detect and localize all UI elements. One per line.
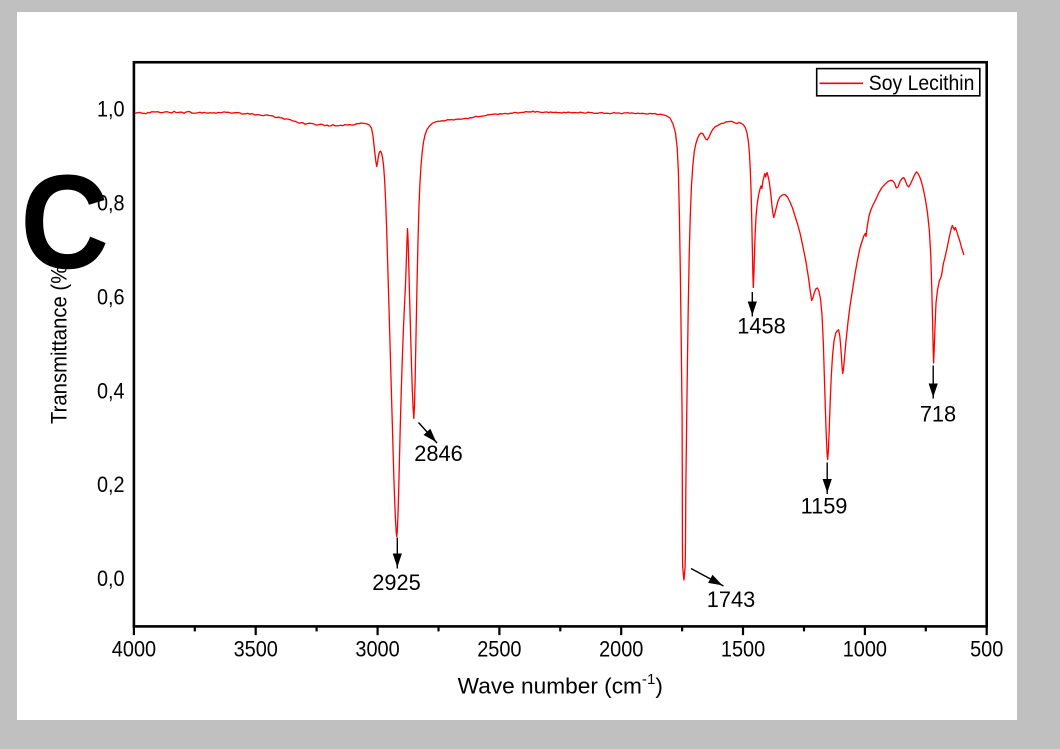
svg-text:Soy Lecithin: Soy Lecithin (869, 72, 975, 95)
svg-text:Wave number (cm-1): Wave number (cm -1) (458, 672, 663, 698)
svg-text:718: 718 (920, 402, 956, 427)
svg-text:1743: 1743 (707, 587, 756, 612)
svg-text:4000: 4000 (112, 636, 156, 661)
svg-text:3500: 3500 (234, 636, 278, 661)
svg-text:0,6: 0,6 (97, 284, 125, 309)
svg-text:0,8: 0,8 (97, 190, 125, 215)
svg-text:0,2: 0,2 (97, 472, 125, 497)
svg-text:1,0: 1,0 (97, 96, 125, 121)
svg-text:1458: 1458 (737, 313, 786, 338)
svg-text:2925: 2925 (372, 570, 421, 595)
svg-text:2000: 2000 (599, 636, 643, 661)
svg-text:0,4: 0,4 (97, 378, 125, 403)
svg-text:0,0: 0,0 (97, 566, 125, 591)
svg-text:1000: 1000 (843, 636, 887, 661)
svg-text:2846: 2846 (414, 441, 463, 466)
svg-text:1159: 1159 (801, 494, 848, 519)
svg-text:2500: 2500 (477, 636, 521, 661)
svg-text:3000: 3000 (355, 636, 399, 661)
svg-text:1500: 1500 (721, 636, 765, 661)
svg-text:500: 500 (970, 636, 1003, 661)
svg-text:Transmittance (%): Transmittance (%) (47, 259, 72, 424)
svg-text:C: C (20, 148, 109, 297)
